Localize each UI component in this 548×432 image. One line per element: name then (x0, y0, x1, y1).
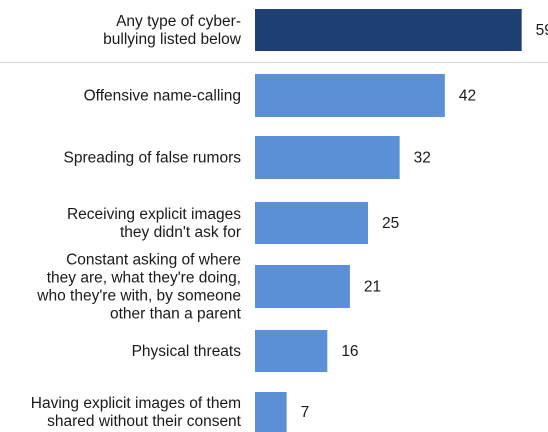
category-label-3: Receiving explicit images they didn't ask… (67, 206, 241, 241)
category-label-line: shared without their consent (47, 413, 242, 430)
bar-2 (255, 136, 400, 179)
value-label-1: 42 (459, 88, 476, 105)
value-label-5: 16 (341, 343, 358, 360)
bar-5 (255, 330, 328, 372)
category-label-4: Constant asking of where they are, what t… (36, 252, 241, 323)
bar-4 (255, 265, 350, 308)
category-label-line: Having explicit images of them (31, 395, 241, 412)
bar-6 (255, 392, 287, 432)
value-label-6: 7 (301, 404, 310, 421)
category-label-line: Physical threats (132, 343, 242, 360)
category-label-5: Physical threats (132, 343, 242, 360)
category-label-line: Offensive name-calling (84, 88, 241, 105)
category-label-line: Any type of cyber- (116, 13, 241, 30)
category-label-0: Any type of cyber-bullying listed below (103, 13, 242, 48)
category-label-line: they didn't ask for (120, 224, 241, 241)
category-label-line: bullying listed below (103, 31, 242, 48)
category-label-line: Constant asking of where (66, 252, 241, 269)
category-label-line: other than a parent (110, 306, 242, 323)
category-label-2: Spreading of false rumors (64, 150, 242, 167)
value-label-0: 59 (536, 22, 548, 39)
category-label-line: they are, what they're doing, (47, 270, 241, 287)
bar-3 (255, 202, 368, 244)
category-label-line: who they're with, by someone (36, 288, 241, 305)
category-label-line: Spreading of false rumors (64, 150, 242, 167)
value-label-4: 21 (364, 279, 381, 296)
value-label-2: 32 (414, 150, 431, 167)
bars-group: 59 Any type of cyber-bullying listed belo… (31, 9, 548, 432)
category-label-1: Offensive name-calling (84, 88, 241, 105)
bar-0 (255, 9, 522, 51)
bar-1 (255, 74, 445, 117)
category-label-6: Having explicit images of them shared wit… (31, 395, 242, 430)
value-label-3: 25 (382, 215, 399, 232)
category-label-line: Receiving explicit images (67, 206, 241, 223)
